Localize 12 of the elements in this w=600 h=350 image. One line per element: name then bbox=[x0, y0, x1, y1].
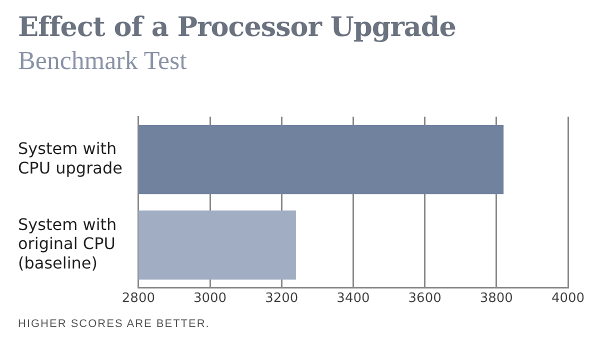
text: HIGHER SCORES ARE BETTER. bbox=[18, 318, 210, 330]
x-tick-label: 3200 bbox=[265, 290, 298, 306]
x-tick-label: 2800 bbox=[122, 290, 155, 306]
x-tick-label: 4000 bbox=[551, 290, 585, 306]
y-tick-label: System with original CPU (baseline) bbox=[18, 215, 117, 272]
chart-title: Effect of a Processor Upgrade bbox=[18, 12, 456, 43]
x-tick-label: 3800 bbox=[480, 290, 513, 306]
chart-subtitle: Benchmark Test bbox=[18, 46, 187, 76]
y-tick-label: System with CPU upgrade bbox=[18, 139, 122, 178]
x-tick-label: 3600 bbox=[408, 290, 442, 306]
x-tick-label: 3400 bbox=[336, 290, 370, 306]
x-tick-label: 3000 bbox=[193, 290, 227, 306]
